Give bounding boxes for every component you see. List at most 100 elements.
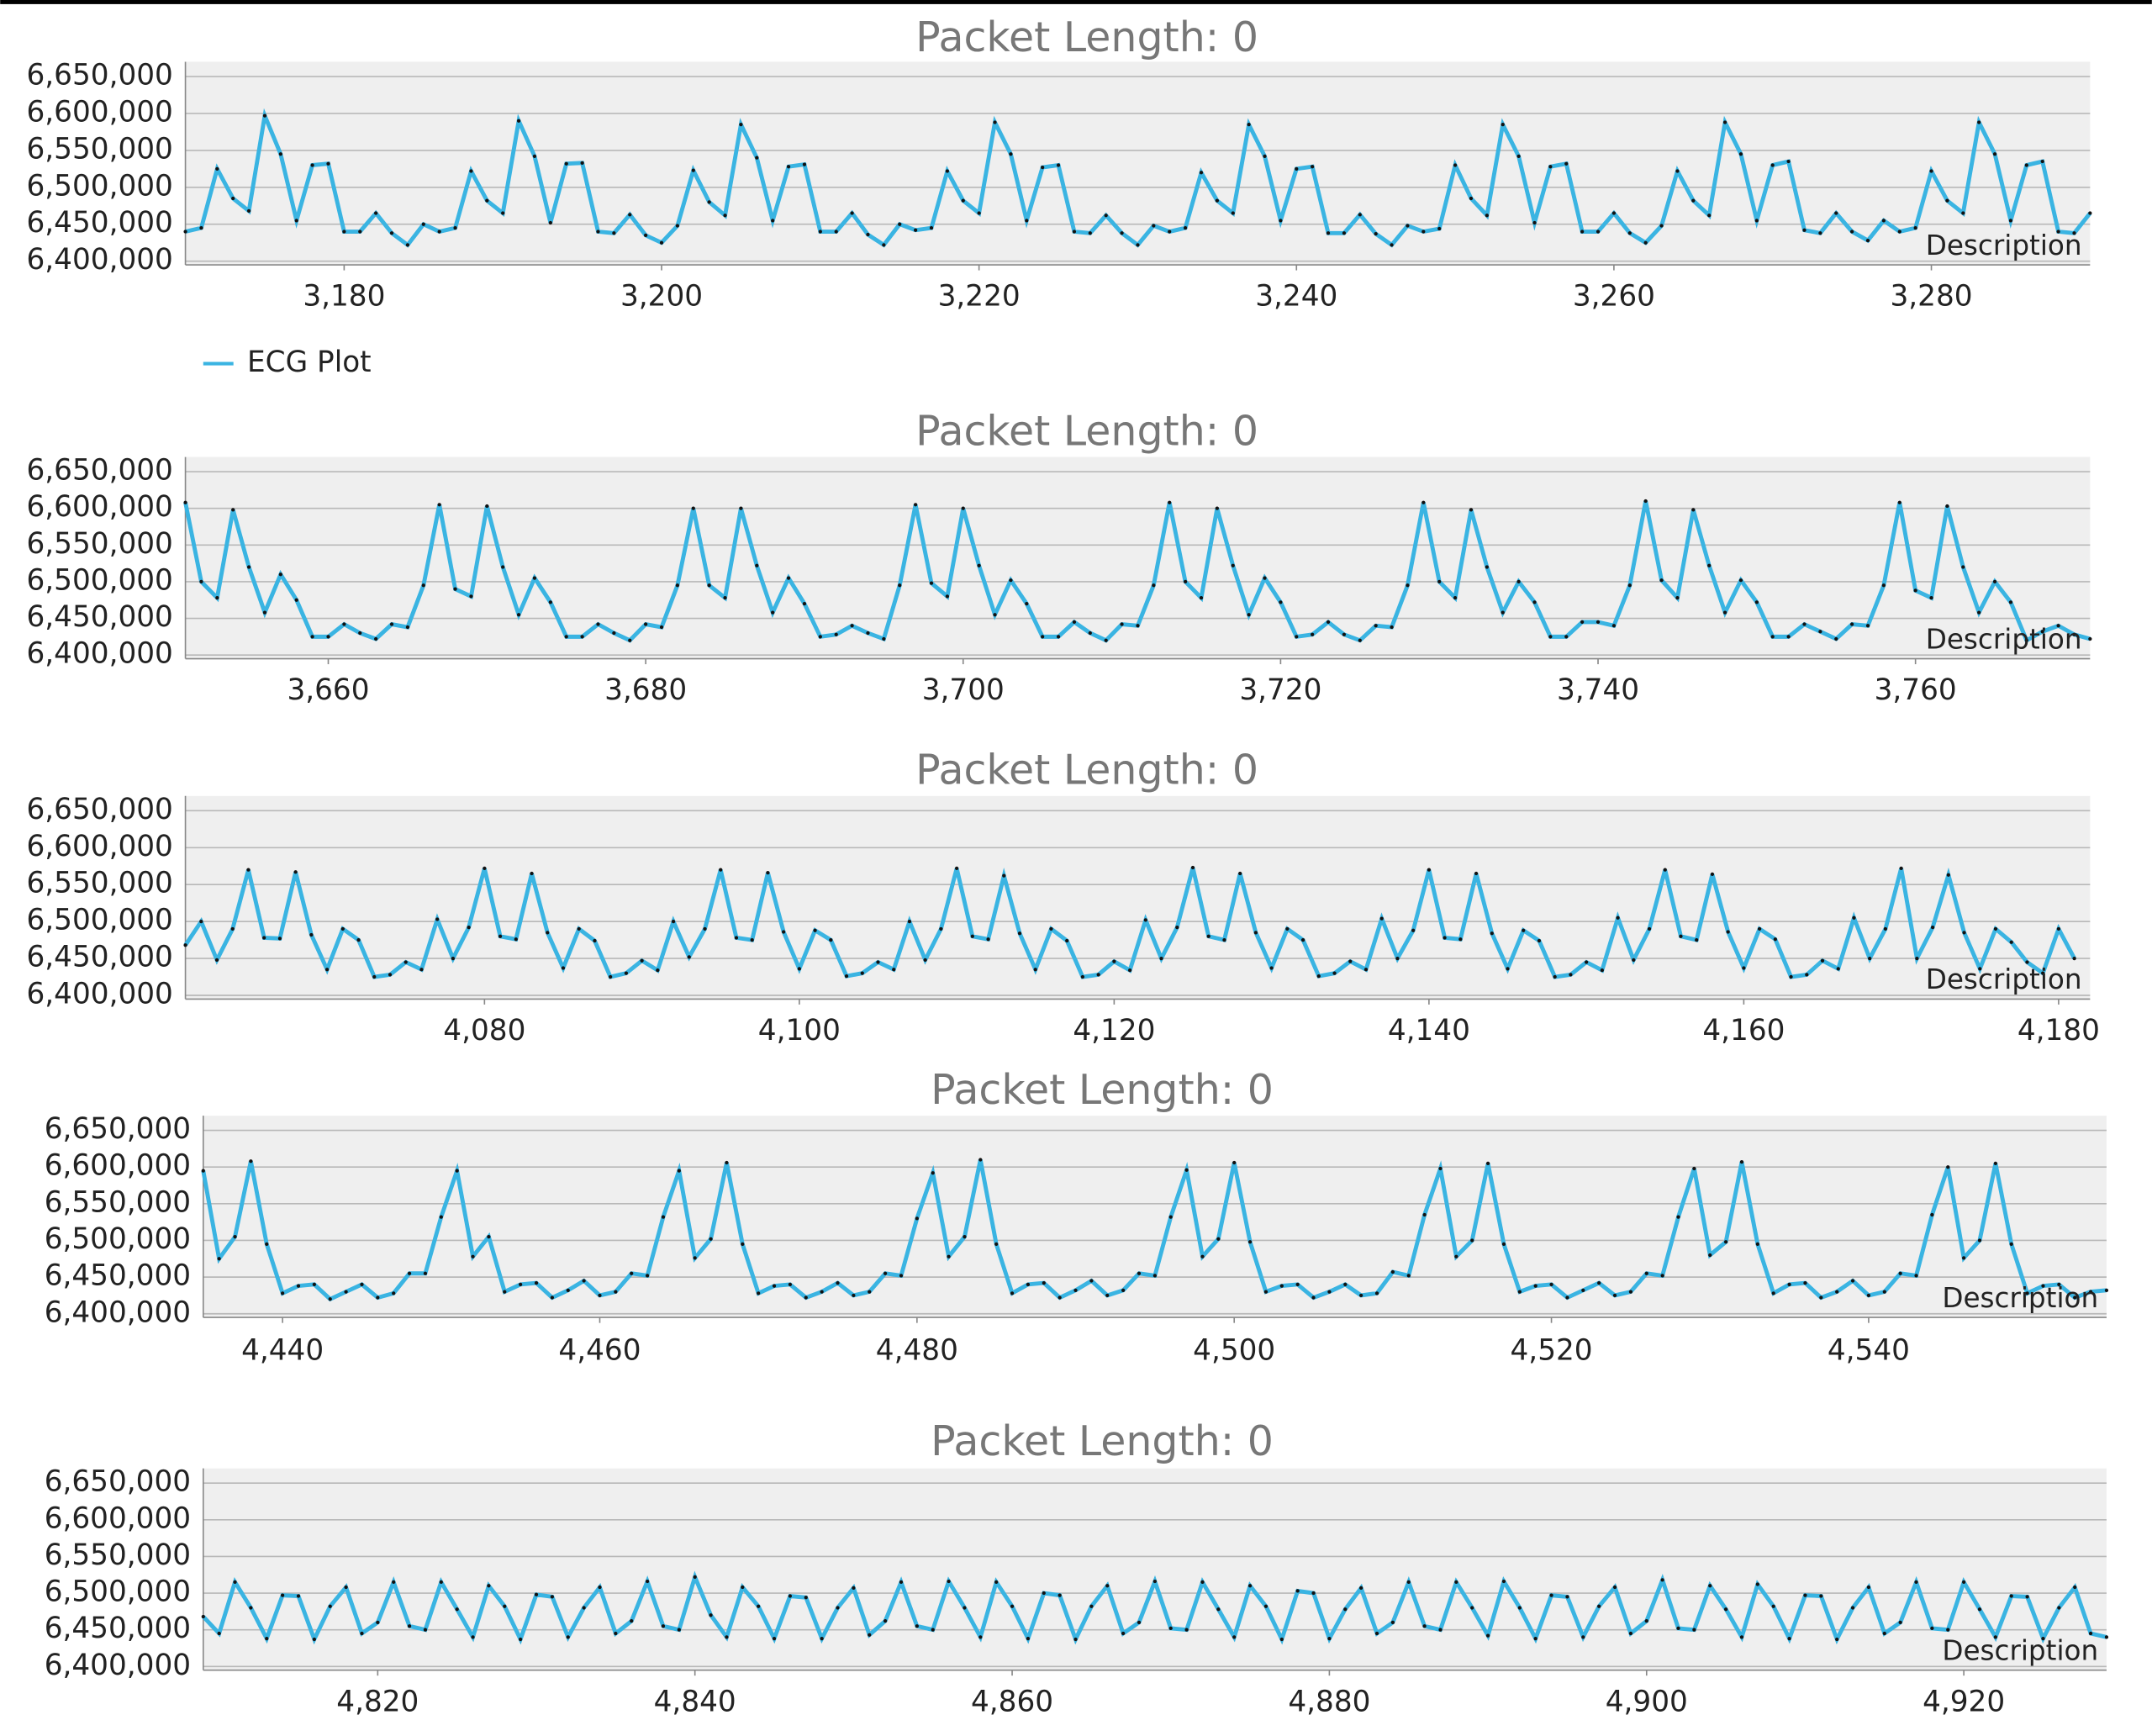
data-point [1977, 120, 1981, 124]
top-bar [0, 0, 2152, 4]
data-point [1835, 1290, 1839, 1294]
data-point [1041, 165, 1045, 170]
data-point [593, 938, 597, 943]
data-point [1238, 871, 1242, 876]
data-point [852, 1586, 856, 1591]
data-point [2056, 926, 2061, 931]
data-point [1585, 960, 1589, 964]
data-point [2057, 1606, 2061, 1610]
data-point [1628, 1290, 1633, 1294]
data-point [1168, 1626, 1173, 1631]
data-point [644, 233, 648, 238]
x-tick-label: 4,120 [1073, 1014, 1155, 1047]
data-point [1200, 1254, 1205, 1258]
data-point [1343, 1607, 1348, 1612]
data-point [550, 1595, 555, 1599]
data-point [1363, 968, 1369, 972]
data-point [312, 1637, 316, 1642]
data-point [1517, 1290, 1522, 1294]
data-point [1866, 1585, 1871, 1590]
data-point [659, 240, 664, 245]
data-point [1802, 622, 1807, 626]
x-tick-label: 4,080 [443, 1014, 525, 1047]
data-point [892, 968, 896, 972]
data-point [693, 1575, 697, 1579]
data-point [372, 974, 377, 979]
data-point [1836, 967, 1840, 971]
data-point [2024, 163, 2028, 167]
data-point [296, 1284, 301, 1288]
chart-title: Packet Length: 0 [931, 1066, 1274, 1114]
data-point [2073, 1295, 2077, 1300]
data-point [1789, 974, 1793, 979]
data-point [281, 1291, 285, 1295]
data-point [231, 508, 235, 512]
data-point [1395, 956, 1400, 961]
data-point [405, 625, 410, 630]
x-tick-label: 4,540 [1828, 1333, 1910, 1367]
data-point [1675, 169, 1680, 173]
data-point [977, 211, 981, 215]
chart-title: Packet Length: 0 [915, 13, 1258, 61]
data-point [1096, 973, 1100, 977]
data-point [231, 196, 235, 201]
data-point [1411, 928, 1416, 932]
data-point [1469, 196, 1474, 201]
data-point [530, 871, 534, 876]
data-point [1805, 973, 1809, 977]
data-point [1137, 1271, 1142, 1275]
data-point [344, 1585, 348, 1590]
data-point [1026, 1637, 1031, 1641]
data-point [215, 166, 219, 171]
data-point [1644, 1619, 1648, 1623]
data-point [1992, 579, 1997, 584]
data-point [451, 956, 456, 961]
data-point [183, 500, 187, 504]
data-point [265, 1242, 269, 1246]
y-tick-label: 6,400,000 [45, 1295, 191, 1329]
data-point [2088, 1290, 2093, 1294]
data-point [1279, 600, 1283, 604]
data-point [1143, 918, 1147, 922]
data-point [818, 230, 822, 234]
data-point [1616, 915, 1620, 920]
data-point [1929, 596, 1933, 600]
y-tick-label: 6,650,000 [26, 454, 172, 488]
data-point [757, 1291, 761, 1295]
data-point [2008, 219, 2013, 223]
data-point [1501, 123, 1505, 127]
data-point [519, 1282, 523, 1286]
data-point [2056, 624, 2060, 628]
data-point [1152, 1274, 1157, 1278]
data-point [931, 1171, 935, 1175]
data-point [804, 1596, 808, 1600]
data-point [868, 1633, 872, 1637]
data-point [624, 971, 629, 975]
x-tick-label: 4,880 [1288, 1685, 1370, 1718]
data-point [340, 926, 345, 931]
data-point [1042, 1280, 1046, 1285]
y-tick-label: 6,400,000 [26, 978, 172, 1011]
data-point [1643, 499, 1648, 504]
data-point [1660, 1274, 1664, 1278]
data-point [1263, 1604, 1269, 1608]
plot-area [203, 1468, 2107, 1670]
data-point [1691, 508, 1696, 512]
data-point [739, 506, 743, 510]
data-point [293, 870, 298, 874]
data-point [788, 1594, 793, 1598]
data-point [1253, 931, 1258, 935]
data-point [1437, 579, 1442, 584]
data-point [614, 1290, 618, 1294]
data-point [532, 154, 537, 159]
data-point [1501, 610, 1505, 615]
data-point [388, 973, 393, 977]
data-point [804, 1295, 808, 1300]
data-point [214, 958, 219, 962]
data-point [360, 1282, 364, 1286]
data-point [913, 503, 918, 507]
data-point [356, 937, 361, 942]
data-point [1647, 926, 1652, 931]
data-point [1553, 974, 1557, 979]
